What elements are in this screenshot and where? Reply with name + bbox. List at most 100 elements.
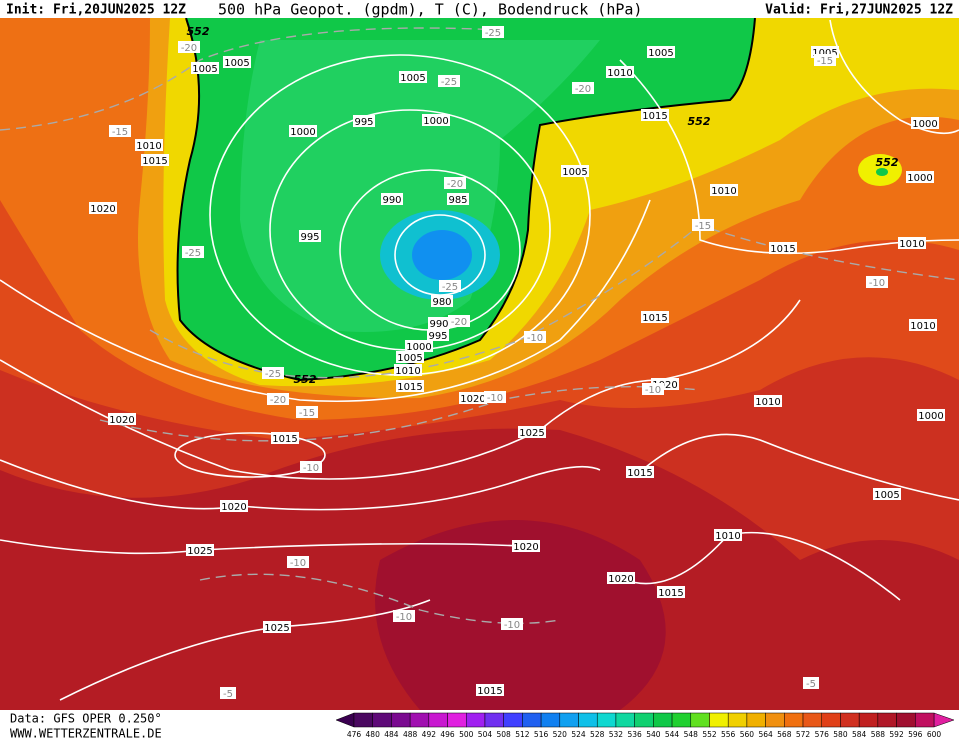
temperature-label: -20: [575, 84, 591, 95]
temperature-label-box: [482, 26, 504, 38]
temperature-label-box: [501, 618, 523, 630]
pressure-label-box: [431, 295, 453, 307]
pressure-label-box: [381, 193, 403, 205]
pressure-label-box: [220, 500, 248, 512]
field-592: [375, 520, 666, 710]
pressure-label-box: [396, 380, 424, 392]
colorbar-tick-label: 584: [852, 730, 867, 739]
temperature-label: -15: [112, 127, 128, 138]
temperature-label-box: [287, 556, 309, 568]
temperature-label-box: [262, 367, 284, 379]
pressure-label-box: [396, 351, 424, 363]
data-source: Data: GFS OPER 0.250°: [10, 712, 162, 726]
colorbar-swatch: [559, 712, 579, 728]
temperature-label: -20: [181, 43, 197, 54]
temperature-label: -25: [265, 369, 281, 380]
pressure-label: 1020: [513, 542, 538, 553]
colorbar-tick-label: 500: [459, 730, 474, 739]
colorbar-tick-label: 592: [889, 730, 904, 739]
colorbar-tick-label: 596: [908, 730, 923, 739]
colorbar-swatch: [409, 712, 430, 728]
temperature-label: -5: [806, 679, 816, 690]
temperature-label-box: [393, 610, 415, 622]
pressure-label: 1010: [755, 397, 780, 408]
pressure-label-box: [89, 202, 117, 214]
temperature-label: -10: [527, 333, 543, 344]
colorbar-tick-label: 520: [553, 730, 568, 739]
pressure-label: 1020: [652, 380, 677, 391]
colorbar-swatch: [596, 712, 617, 728]
colorbar-swatch: [353, 712, 373, 728]
pressure-label: 995: [428, 331, 447, 342]
isobar: [0, 299, 801, 480]
pressure-label-box: [512, 540, 540, 552]
colorbar-tick-label: 496: [440, 730, 455, 739]
temperature-label: -20: [270, 395, 286, 406]
colorbar-swatch: [765, 712, 785, 728]
pressure-label: 1000: [912, 119, 937, 130]
pressure-label-box: [447, 193, 469, 205]
colorbar-swatch: [466, 712, 486, 728]
pressure-label: 1005: [400, 73, 425, 84]
header-bar: [0, 0, 959, 18]
temperature-label-box: [109, 125, 131, 137]
pressure-label-box: [271, 432, 299, 444]
temperature-label-box: [438, 75, 460, 87]
colorbar-swatch: [709, 712, 729, 728]
colorbar-tick-label: 600: [927, 730, 942, 739]
colorbar-swatch: [690, 712, 710, 728]
colorbar-tick-label: 508: [497, 730, 512, 739]
colorbar-swatch: [634, 712, 654, 728]
pressure-label: 1005: [812, 48, 837, 59]
pressure-label-box: [657, 586, 685, 598]
temperature-label-box: [296, 406, 318, 418]
pressure-label: 1000: [907, 173, 932, 184]
colorbar-tick-label: 536: [627, 730, 642, 739]
height-label: 552: [688, 115, 711, 128]
pressure-label: 1015: [642, 313, 667, 324]
pressure-label-box: [518, 426, 546, 438]
pressure-label-box: [769, 242, 797, 254]
pressure-label: 1025: [264, 623, 289, 634]
pressure-label-box: [641, 311, 669, 323]
temperature-label: -20: [447, 179, 463, 190]
temperature-label-box: [220, 687, 236, 699]
colorbar-tick-label: 540: [646, 730, 661, 739]
colorbar-tick-label: 480: [366, 730, 381, 739]
pressure-label: 1005: [874, 490, 899, 501]
pressure-label-box: [394, 364, 422, 376]
colorbar-tick-label: 516: [534, 730, 549, 739]
pressure-label: 1005: [192, 64, 217, 75]
colorbar-swatch: [428, 712, 448, 728]
colorbar-swatch: [615, 712, 635, 728]
pressure-label: 1025: [187, 546, 212, 557]
colorbar-swatch: [671, 712, 692, 728]
pressure-label: 1020: [460, 394, 485, 405]
contour-552: [176, 17, 756, 382]
pressure-label: 995: [300, 232, 319, 243]
isobar: [619, 59, 959, 255]
pressure-label: 1020: [109, 415, 134, 426]
temperature-label-box: [448, 315, 470, 327]
isobar: [174, 432, 326, 478]
pressure-label-box: [898, 237, 926, 249]
pressure-label-box: [626, 466, 654, 478]
pressure-label-box: [427, 329, 449, 341]
colorbar-tick-label: 512: [515, 730, 530, 739]
temperature-label-box: [182, 246, 204, 258]
pressure-label-box: [754, 395, 782, 407]
pressure-label-box: [459, 392, 487, 404]
colorbar-tick-label: 588: [871, 730, 886, 739]
pressure-label: 1020: [90, 204, 115, 215]
pressure-label-box: [141, 154, 169, 166]
temperature-label: -10: [303, 463, 319, 474]
colorbar-swatch: [746, 712, 766, 728]
pressure-label: 1020: [221, 502, 246, 513]
colorbar-swatch: [391, 712, 411, 728]
temperature-label-box: [814, 54, 836, 66]
isotherm: [99, 385, 701, 442]
height-label: 552: [294, 373, 317, 386]
temperature-label-box: [300, 461, 322, 473]
colorbar-tick-label: 532: [609, 730, 624, 739]
